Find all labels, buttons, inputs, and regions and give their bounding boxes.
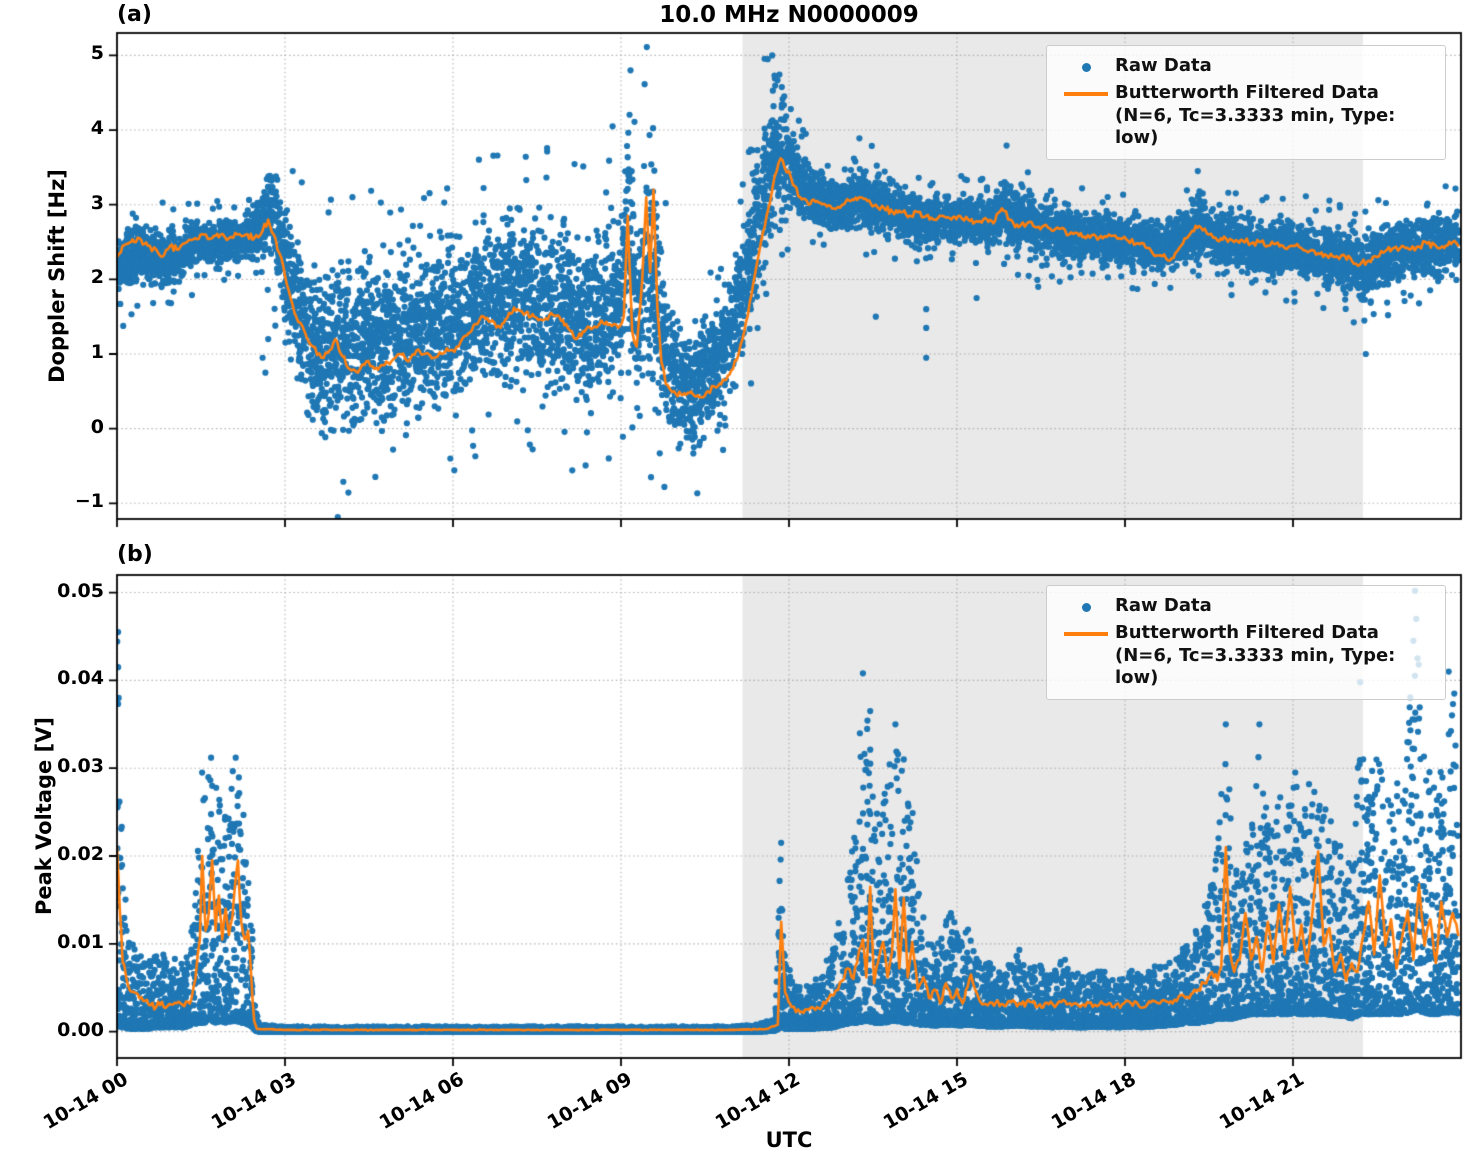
y-tick-label: 0.04 <box>57 667 104 690</box>
raw-data-marker-cell <box>1057 55 1115 79</box>
y-tick-label: 0.03 <box>57 755 104 778</box>
legend-filtered-row: Butterworth Filtered Data (N=6, Tc=3.333… <box>1057 622 1435 690</box>
y-tick-label: 0 <box>90 415 104 438</box>
y-tick-label: 0.05 <box>57 579 104 602</box>
x-axis-label: UTC <box>765 1128 813 1152</box>
panel-a-label: (a) <box>117 2 152 27</box>
legend-raw-label: Raw Data <box>1115 595 1212 616</box>
legend-raw-row: Raw Data <box>1057 595 1435 619</box>
raw-data-marker-cell <box>1057 595 1115 619</box>
legend-filtered-label: Butterworth Filtered Data <box>1115 82 1379 103</box>
legend-filtered-row: Butterworth Filtered Data (N=6, Tc=3.333… <box>1057 82 1435 150</box>
filtered-marker-cell <box>1057 82 1115 106</box>
legend-raw-row: Raw Data <box>1057 55 1435 79</box>
raw-data-dot-icon <box>1081 62 1091 72</box>
filtered-marker-cell <box>1057 622 1115 646</box>
y-tick-label: 3 <box>90 191 104 214</box>
legend-filtered-sublabel: (N=6, Tc=3.3333 min, Type: low) <box>1115 104 1396 149</box>
panel-b-y-axis-label: Peak Voltage [V] <box>32 716 56 916</box>
legend-panel-b: Raw Data Butterworth Filtered Data (N=6,… <box>1046 585 1446 700</box>
figure-title: 10.0 MHz N0000009 <box>659 2 919 28</box>
legend-filtered-sublabel: (N=6, Tc=3.3333 min, Type: low) <box>1115 644 1396 689</box>
legend-filtered-label-group: Butterworth Filtered Data (N=6, Tc=3.333… <box>1115 82 1435 150</box>
legend-filtered-label: Butterworth Filtered Data <box>1115 622 1379 643</box>
legend-raw-label: Raw Data <box>1115 55 1212 76</box>
y-tick-label: 4 <box>90 117 104 140</box>
filtered-line-icon <box>1064 92 1108 96</box>
legend-filtered-label-group: Butterworth Filtered Data (N=6, Tc=3.333… <box>1115 622 1435 690</box>
y-tick-label: 5 <box>90 42 104 65</box>
y-tick-label: 0.01 <box>57 930 104 953</box>
y-tick-label: 1 <box>90 341 104 363</box>
y-tick-label: 0.02 <box>57 843 104 866</box>
legend-panel-a: Raw Data Butterworth Filtered Data (N=6,… <box>1046 45 1446 160</box>
y-tick-label: −1 <box>74 490 104 513</box>
filtered-line-icon <box>1064 632 1108 636</box>
y-tick-label: 0.00 <box>57 1018 104 1041</box>
panel-b-label: (b) <box>117 542 153 567</box>
raw-data-dot-icon <box>1081 602 1091 612</box>
y-tick-label: 2 <box>90 266 104 289</box>
